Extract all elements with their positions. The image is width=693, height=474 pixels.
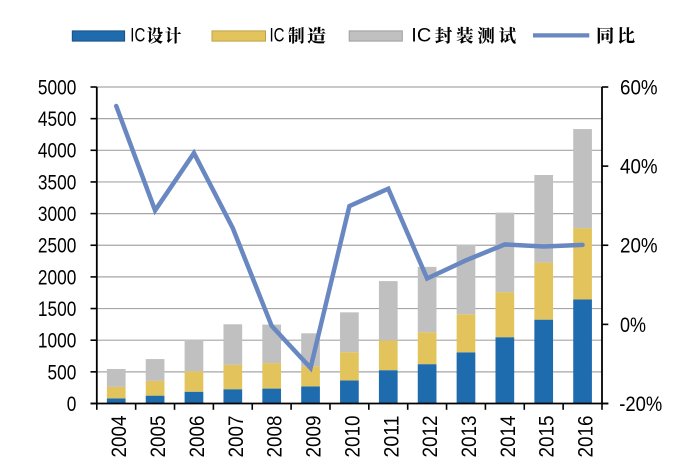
svg-text:1500: 1500 (38, 298, 76, 321)
svg-text:0: 0 (67, 393, 77, 416)
svg-text:3500: 3500 (38, 171, 76, 194)
svg-text:2006: 2006 (185, 415, 209, 457)
svg-text:2000: 2000 (38, 266, 76, 289)
svg-text:2007: 2007 (224, 416, 248, 458)
svg-text:4500: 4500 (38, 108, 76, 131)
svg-text:2004: 2004 (107, 415, 131, 457)
svg-text:2016: 2016 (574, 415, 598, 457)
svg-text:2009: 2009 (302, 416, 326, 458)
svg-text:2010: 2010 (340, 415, 364, 457)
svg-text:IC: IC (130, 25, 145, 47)
svg-text:2008: 2008 (263, 415, 287, 457)
svg-text:3000: 3000 (38, 203, 76, 226)
svg-text:1000: 1000 (38, 330, 76, 353)
svg-text:-20%: -20% (619, 393, 662, 416)
svg-text:60%: 60% (620, 76, 658, 99)
svg-text:2012: 2012 (418, 416, 442, 458)
svg-text:IC: IC (270, 25, 285, 47)
svg-text:40%: 40% (620, 156, 658, 179)
svg-text:2011: 2011 (379, 416, 403, 458)
svg-text:2005: 2005 (146, 415, 170, 457)
svg-text:20%: 20% (620, 235, 658, 258)
svg-text:2015: 2015 (535, 415, 559, 457)
svg-text:0%: 0% (620, 314, 646, 337)
svg-text:5000: 5000 (38, 76, 76, 99)
svg-text:500: 500 (48, 361, 77, 384)
svg-text:4000: 4000 (38, 140, 76, 163)
svg-text:IC: IC (411, 25, 431, 47)
svg-text:2014: 2014 (496, 415, 520, 457)
svg-text:2013: 2013 (457, 415, 481, 457)
svg-text:2500: 2500 (38, 235, 76, 258)
